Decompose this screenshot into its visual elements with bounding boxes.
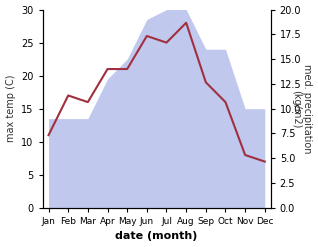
X-axis label: date (month): date (month) — [115, 231, 198, 242]
Y-axis label: med. precipitation
(kg/m2): med. precipitation (kg/m2) — [291, 64, 313, 153]
Y-axis label: max temp (C): max temp (C) — [5, 75, 16, 143]
